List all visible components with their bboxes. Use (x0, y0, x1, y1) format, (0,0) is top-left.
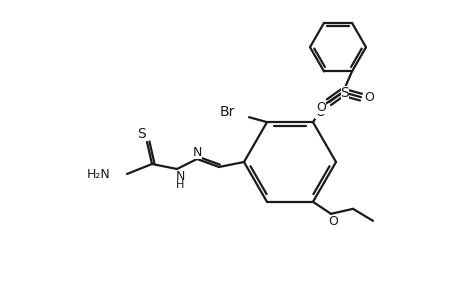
Text: Br: Br (219, 105, 235, 119)
Text: H₂N: H₂N (87, 167, 111, 181)
Text: S: S (340, 86, 349, 100)
Text: O: O (315, 101, 325, 114)
Text: N: N (175, 170, 184, 184)
Text: N: N (192, 146, 201, 158)
Text: O: O (314, 106, 324, 119)
Text: S: S (137, 127, 146, 141)
Text: H: H (175, 180, 184, 190)
Text: O: O (363, 91, 373, 104)
Text: O: O (327, 215, 337, 228)
